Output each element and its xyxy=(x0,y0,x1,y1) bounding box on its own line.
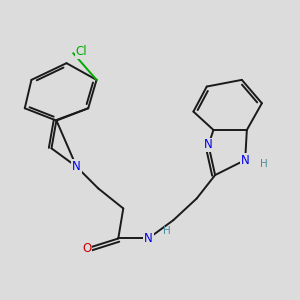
Text: N: N xyxy=(72,160,81,173)
Text: N: N xyxy=(241,154,250,166)
Text: H: H xyxy=(163,226,171,236)
Text: H: H xyxy=(260,159,267,169)
Text: Cl: Cl xyxy=(76,45,87,58)
Text: O: O xyxy=(82,242,91,255)
Text: N: N xyxy=(144,232,153,245)
Text: N: N xyxy=(204,139,213,152)
